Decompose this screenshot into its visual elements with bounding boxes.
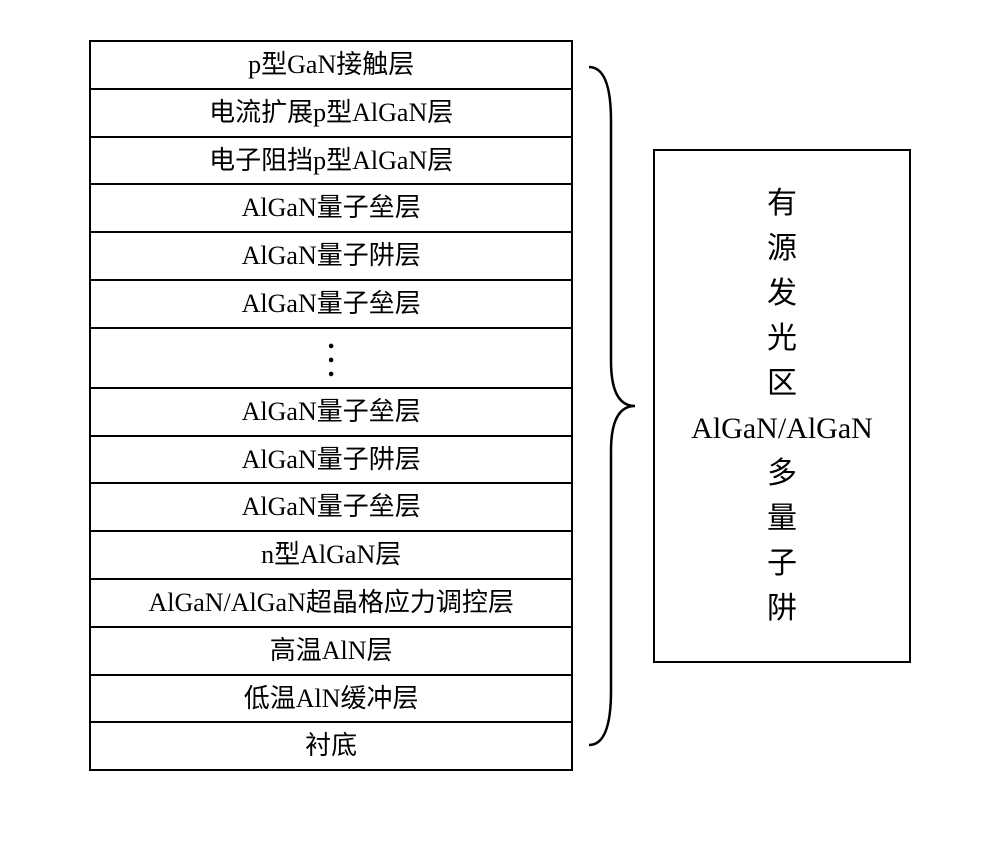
label-line: 源	[767, 226, 797, 271]
layer-row: AlGaN量子垒层	[91, 389, 571, 437]
label-line: 子	[767, 541, 797, 586]
curly-bracket-icon	[581, 61, 641, 751]
layer-row: AlGaN量子阱层	[91, 233, 571, 281]
label-line: 光	[767, 316, 797, 361]
label-line: 多	[767, 451, 797, 496]
layer-row: AlGaN量子垒层	[91, 484, 571, 532]
label-line: 有	[767, 181, 797, 226]
label-line: 阱	[767, 586, 797, 631]
layer-row: AlGaN量子垒层	[91, 281, 571, 329]
layer-row: AlGaN/AlGaN超晶格应力调控层	[91, 580, 571, 628]
layer-row: 电流扩展p型AlGaN层	[91, 90, 571, 138]
layer-row: 低温AlN缓冲层	[91, 676, 571, 724]
layer-row: 电子阻挡p型AlGaN层	[91, 138, 571, 186]
label-line: 区	[767, 361, 797, 406]
layer-row: AlGaN量子垒层	[91, 185, 571, 233]
label-line: 发	[767, 271, 797, 316]
bracket	[573, 61, 653, 751]
layer-diagram: p型GaN接触层 电流扩展p型AlGaN层 电子阻挡p型AlGaN层 AlGaN…	[89, 40, 911, 771]
label-line: 量	[767, 496, 797, 541]
region-label-box: 有 源 发 光 区 AlGaN/AlGaN 多 量 子 阱	[653, 149, 911, 663]
layer-row: 衬底	[91, 723, 571, 771]
layer-ellipsis: ...	[91, 329, 571, 389]
layer-row: p型GaN接触层	[91, 42, 571, 90]
layer-row: 高温AlN层	[91, 628, 571, 676]
layer-stack: p型GaN接触层 电流扩展p型AlGaN层 电子阻挡p型AlGaN层 AlGaN…	[89, 40, 573, 771]
label-line: AlGaN/AlGaN	[691, 406, 873, 451]
layer-row: AlGaN量子阱层	[91, 437, 571, 485]
layer-row: n型AlGaN层	[91, 532, 571, 580]
